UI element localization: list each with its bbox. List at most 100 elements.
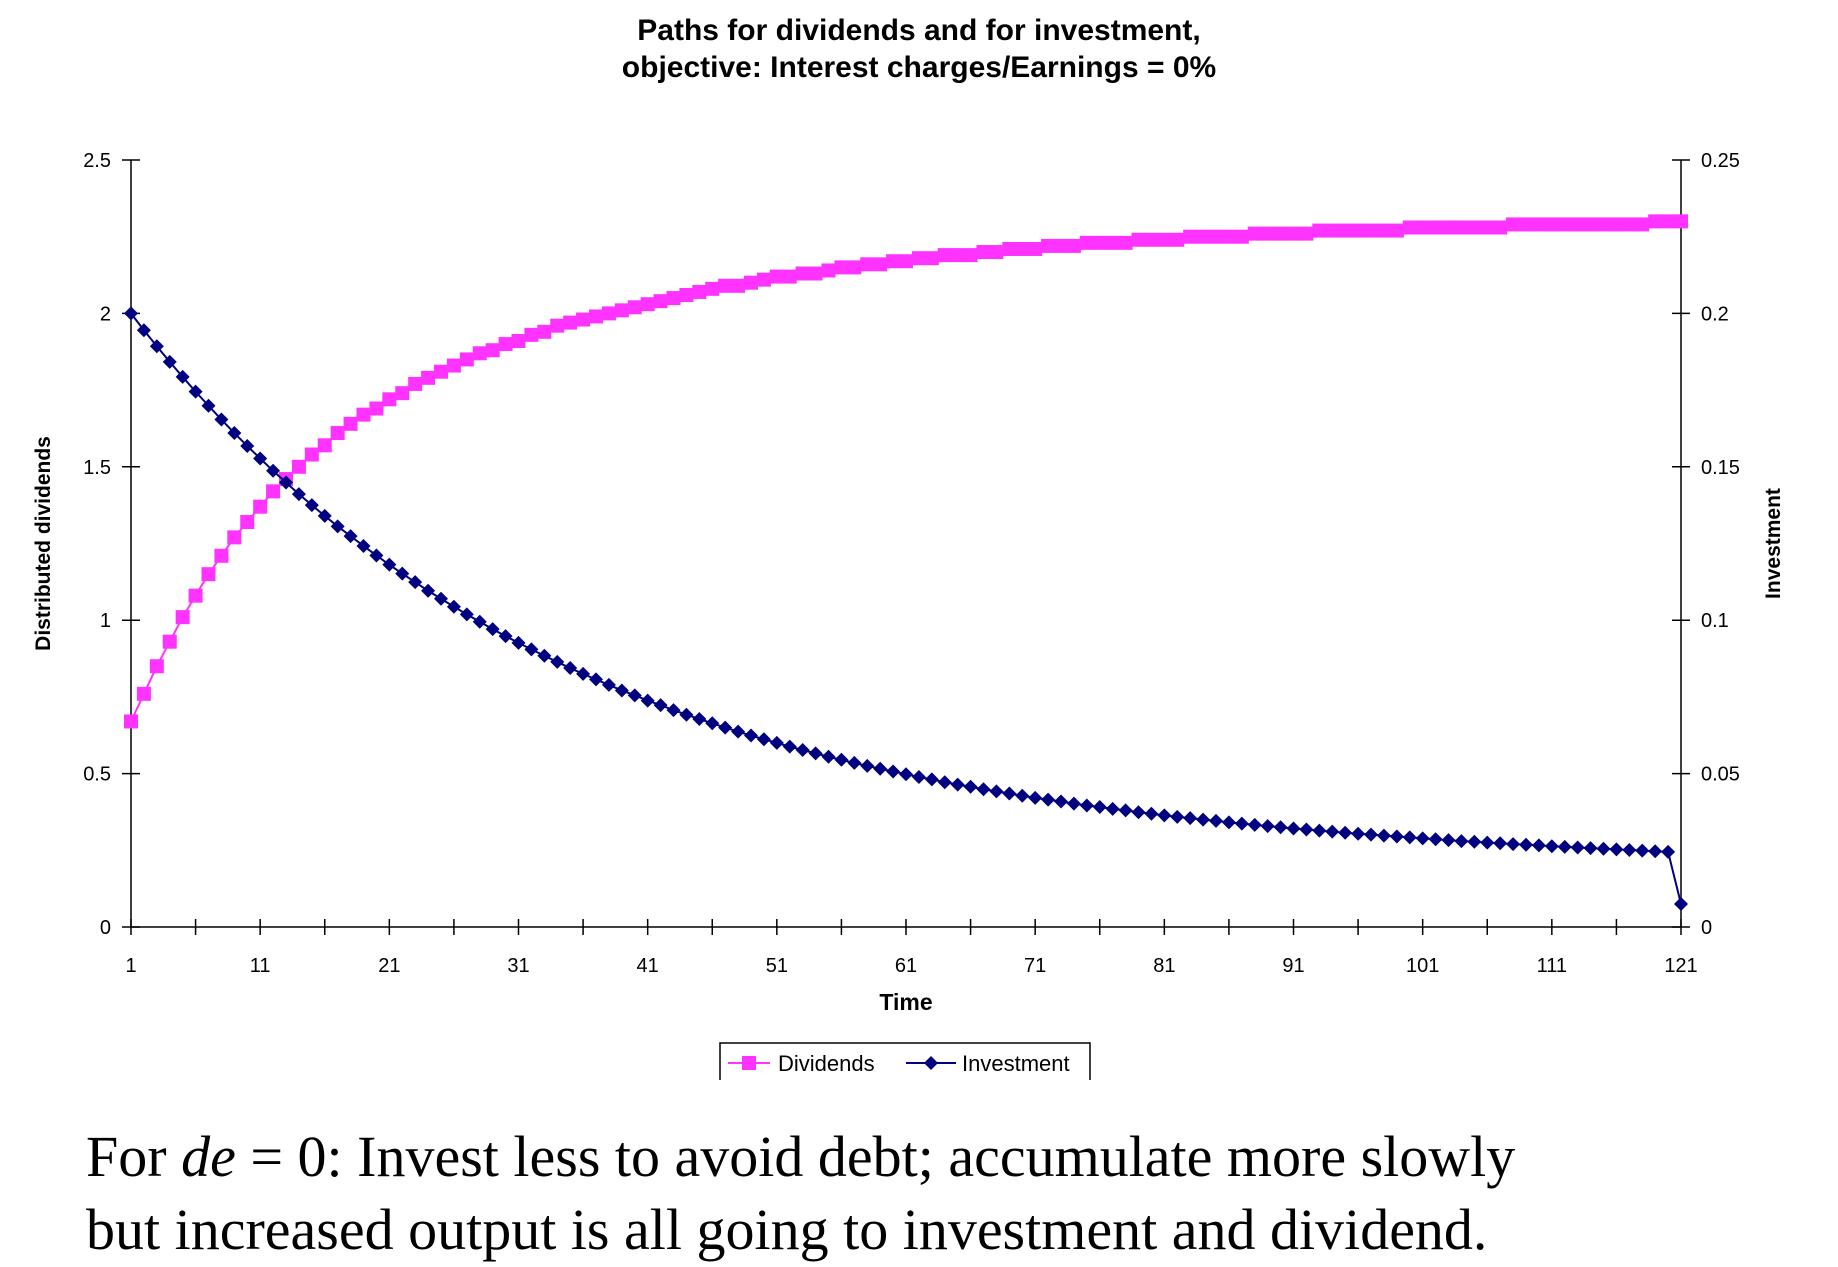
dividends-point: [124, 714, 138, 729]
dividends-point: [1480, 220, 1495, 235]
dividends-point: [718, 278, 733, 293]
investment-point: [1054, 794, 1068, 809]
dividends-point: [782, 269, 797, 284]
investment-point: [782, 739, 797, 754]
y-right-tick-label: 0.1: [1701, 610, 1729, 632]
investment-point: [1247, 817, 1262, 832]
investment-point: [653, 698, 668, 713]
investment-point: [911, 769, 926, 784]
dividends-point: [627, 300, 642, 315]
investment-point: [485, 622, 500, 637]
dividends-point: [847, 260, 862, 275]
investment-point: [1234, 816, 1249, 831]
dividends-point: [1092, 235, 1107, 250]
investment-point: [1493, 836, 1508, 851]
investment-point: [253, 451, 268, 466]
investment-point: [769, 735, 784, 750]
dividends-point: [563, 315, 578, 330]
dividends-point: [1286, 226, 1301, 241]
investment-point: [640, 693, 655, 708]
x-tick-label: 1: [125, 955, 136, 977]
dividends-point: [1441, 220, 1456, 235]
dividends-point: [911, 251, 926, 266]
investment-point: [498, 629, 513, 644]
investment-point: [317, 508, 332, 523]
investment-point: [808, 746, 823, 761]
dividends-point: [1118, 235, 1133, 250]
caption-math-equation: = 0: [235, 1124, 327, 1189]
x-axis-label: Time: [879, 989, 932, 1015]
legend-box: [719, 1042, 1091, 1080]
investment-point: [136, 323, 151, 338]
investment-point: [614, 683, 629, 698]
x-tick-label: 111: [1537, 955, 1567, 977]
dividends-point: [1002, 241, 1017, 256]
dividends-point: [1247, 226, 1262, 241]
dividends-point: [1519, 217, 1533, 232]
dividends-point: [1467, 220, 1482, 235]
y-left-tick-label: 0: [100, 917, 111, 939]
x-tick-label: 71: [1024, 955, 1046, 977]
investment-point: [1144, 806, 1159, 821]
investment-point: [1648, 844, 1663, 859]
legend-dividends-label: Dividends: [778, 1051, 875, 1076]
dividends-point: [1079, 235, 1094, 250]
investment-point: [1196, 812, 1211, 827]
dividends-point: [1054, 238, 1068, 253]
x-tick-label: 61: [895, 955, 917, 977]
dividends-point: [149, 659, 164, 674]
dividends-point: [291, 459, 306, 474]
investment-point: [1118, 803, 1133, 818]
dividends-point: [382, 392, 397, 407]
dividends-point: [162, 634, 177, 649]
investment-point: [563, 661, 578, 676]
dividends-point: [317, 438, 332, 453]
investment-point: [1157, 808, 1172, 823]
investment-point: [705, 716, 720, 731]
dividends-point: [421, 370, 436, 385]
dividends-point: [1557, 217, 1572, 232]
dividends-point: [976, 245, 991, 260]
y-left-tick-label: 2: [100, 303, 111, 325]
investment-point: [369, 548, 384, 563]
dividends-point: [640, 297, 655, 312]
investment-point: [1596, 841, 1611, 856]
investment-point: [537, 648, 552, 663]
dividends-point: [1661, 214, 1676, 229]
dividends-point: [1260, 226, 1275, 241]
dividends-point: [472, 346, 487, 361]
investment-point: [279, 475, 293, 490]
dividends-point: [188, 588, 203, 603]
dividends-point: [1338, 223, 1353, 238]
dividends-point: [756, 272, 771, 287]
investment-point: [744, 728, 758, 743]
investment-point: [847, 755, 862, 770]
investment-point: [175, 369, 190, 384]
y-left-axis-label: Distributed dividends: [32, 436, 55, 651]
dividends-point: [266, 484, 281, 499]
investment-point: [1015, 788, 1030, 803]
caption-line-1-text: : Invest less to avoid debt; accumulate …: [326, 1124, 1516, 1189]
dividends-point: [1544, 217, 1559, 232]
investment-point: [976, 782, 991, 797]
investment-point: [1428, 832, 1443, 847]
investment-point: [343, 529, 358, 544]
investment-point: [601, 677, 616, 692]
y-right-tick-label: 0.25: [1701, 150, 1740, 172]
dividends-point: [214, 548, 229, 563]
investment-point: [240, 438, 255, 453]
investment-point: [291, 487, 306, 502]
dividends-point: [1506, 217, 1521, 232]
dividends-point: [1209, 229, 1223, 244]
investment-point: [1519, 837, 1533, 852]
legend-investment-marker: [924, 1056, 938, 1070]
dividends-point: [408, 376, 423, 391]
investment-point: [1273, 820, 1288, 835]
investment-point: [924, 772, 939, 787]
dividends-point: [1351, 223, 1366, 238]
investment-point: [1092, 800, 1107, 815]
investment-point: [963, 779, 978, 794]
y-right-axis-label: Investment: [1762, 488, 1785, 599]
dividends-point: [537, 324, 552, 339]
